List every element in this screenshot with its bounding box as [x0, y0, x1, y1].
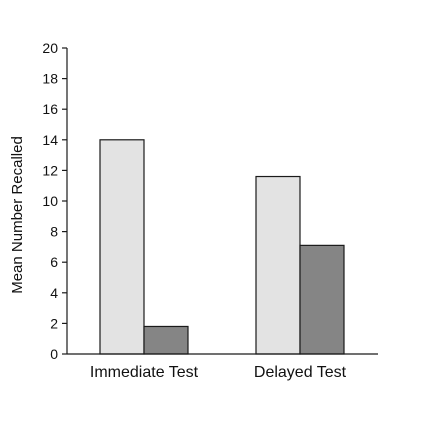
bar: [255, 175, 301, 355]
y-axis-title: Mean Number Recalled: [9, 136, 26, 294]
y-tick-label: 12: [42, 162, 58, 178]
x-category-label: Delayed Test: [254, 364, 347, 381]
y-tick-label: 6: [50, 254, 58, 270]
bar: [143, 325, 189, 355]
y-tick-label: 4: [50, 285, 58, 301]
y-tick-label: 8: [50, 224, 58, 240]
x-axis-category-labels: Immediate Test Delayed Test: [90, 364, 347, 381]
bar: [299, 244, 345, 355]
y-tick-label: 2: [50, 315, 58, 331]
y-tick-label: 16: [42, 101, 58, 117]
y-axis-ticks: 0 2 4 6 8 10 12 14 16 18 20: [42, 40, 67, 362]
bars-group: [99, 139, 345, 355]
y-tick-label: 14: [42, 132, 58, 148]
x-category-label: Immediate Test: [90, 364, 199, 381]
y-tick-label: 20: [42, 40, 58, 56]
y-tick-label: 10: [42, 193, 58, 209]
bar: [99, 139, 145, 355]
y-tick-label: 18: [42, 71, 58, 87]
y-tick-label: 0: [50, 346, 58, 362]
